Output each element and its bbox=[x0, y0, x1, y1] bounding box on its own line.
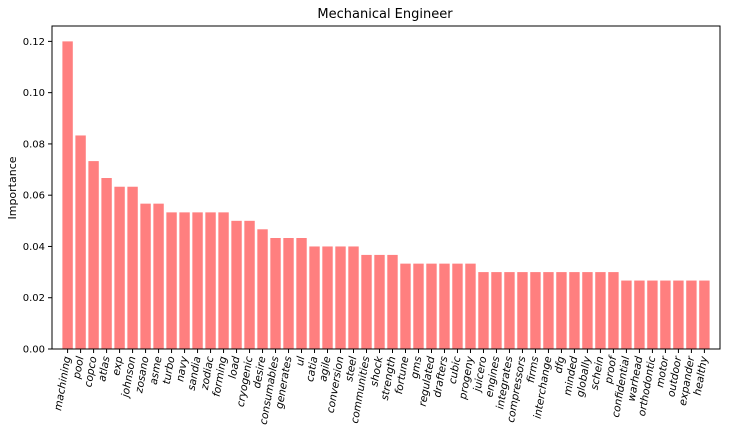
bar-machining bbox=[62, 41, 73, 349]
bar-sandia bbox=[192, 212, 203, 349]
bar-catia bbox=[309, 246, 320, 349]
x-tick-label: turbo bbox=[161, 355, 178, 385]
x-tick-label: catia bbox=[304, 355, 320, 382]
y-tick-label: 0.00 bbox=[23, 345, 45, 356]
bar-conversion bbox=[335, 246, 346, 349]
bar-progeny bbox=[465, 263, 476, 349]
bar-firms bbox=[530, 272, 541, 349]
y-tick-label: 0.08 bbox=[23, 139, 45, 150]
bar-orthodontic bbox=[647, 280, 658, 349]
x-tick-label: copco bbox=[82, 355, 99, 388]
bar-healthy bbox=[699, 280, 710, 349]
x-tick-label: navy bbox=[174, 355, 190, 383]
bar-zosano bbox=[140, 203, 151, 349]
bar-cryogenic bbox=[244, 220, 255, 349]
bar-navy bbox=[179, 212, 190, 349]
bar-communities bbox=[361, 254, 372, 349]
bar-outdoor bbox=[673, 280, 684, 349]
bar-gms bbox=[413, 263, 424, 349]
bar-drafters bbox=[439, 263, 450, 349]
bar-engines bbox=[491, 272, 502, 349]
bar-interchange bbox=[543, 272, 554, 349]
bar-atlas bbox=[101, 178, 112, 349]
y-axis-label: Importance bbox=[6, 156, 19, 219]
x-tick-label: proof bbox=[603, 353, 620, 385]
bar-fortune bbox=[400, 263, 411, 349]
x-tick-label: sandia bbox=[186, 355, 204, 391]
x-tick-label: steel bbox=[343, 355, 359, 382]
x-tick-label: pool bbox=[71, 355, 87, 380]
bar-steel bbox=[348, 246, 359, 349]
bar-desire bbox=[257, 229, 268, 349]
y-tick-label: 0.06 bbox=[23, 191, 45, 202]
bar-warhead bbox=[634, 280, 645, 349]
bar-ul bbox=[296, 238, 307, 349]
x-tick-label: ul bbox=[294, 355, 307, 367]
bar-schein bbox=[595, 272, 606, 349]
y-tick-label: 0.10 bbox=[23, 88, 45, 99]
chart-title: Mechanical Engineer bbox=[317, 7, 453, 22]
bar-turbo bbox=[166, 212, 177, 349]
bar-load bbox=[231, 220, 242, 349]
bar-exp bbox=[114, 186, 125, 349]
x-tick-label: zodiac bbox=[199, 355, 217, 392]
x-tick-label: cubic bbox=[447, 355, 464, 385]
y-tick-label: 0.04 bbox=[23, 242, 45, 253]
x-tick-label: firms bbox=[525, 355, 542, 384]
x-tick-label: schein bbox=[589, 355, 607, 391]
y-tick-label: 0.02 bbox=[23, 293, 45, 304]
bar-motor bbox=[660, 280, 671, 349]
bar-forming bbox=[218, 212, 229, 349]
x-tick-label: exp bbox=[110, 355, 125, 376]
x-tick-label: desire bbox=[251, 355, 268, 389]
bar-shock bbox=[374, 254, 385, 349]
bar-agile bbox=[322, 246, 333, 349]
x-tick-label: machining bbox=[52, 355, 73, 411]
bar-cubic bbox=[452, 263, 463, 349]
bar-proof bbox=[608, 272, 619, 349]
x-tick-label: agile bbox=[317, 355, 333, 382]
bar-expander bbox=[686, 280, 697, 349]
bar-consumables bbox=[270, 238, 281, 349]
bar-asme bbox=[153, 203, 164, 349]
bar-globally bbox=[582, 272, 593, 349]
bar-johnson bbox=[127, 186, 138, 349]
x-axis: machiningpoolcopcoatlasexpjohnsonzosanoa… bbox=[52, 349, 710, 426]
bar-compressors bbox=[517, 272, 528, 349]
x-tick-label: dfg bbox=[553, 355, 568, 374]
x-tick-label: shock bbox=[368, 355, 385, 388]
x-tick-label: asme bbox=[148, 355, 165, 385]
x-tick-label: motor bbox=[654, 355, 671, 389]
bar-regulated bbox=[426, 263, 437, 349]
x-tick-label: gms bbox=[409, 355, 425, 380]
bar-copco bbox=[88, 161, 99, 349]
bar-integrates bbox=[504, 272, 515, 349]
y-axis: 0.00 0.02 0.04 0.06 0.08 0.10 0.12 bbox=[23, 37, 52, 356]
bar-strength bbox=[387, 254, 398, 349]
bar-pool bbox=[75, 135, 86, 349]
bar-zodiac bbox=[205, 212, 216, 349]
bar-generates bbox=[283, 238, 294, 349]
y-tick-label: 0.12 bbox=[23, 37, 45, 48]
bar-juicero bbox=[478, 272, 489, 349]
bars-group bbox=[62, 41, 710, 349]
x-tick-label: load bbox=[227, 355, 243, 380]
bar-minded bbox=[569, 272, 580, 349]
bar-dfg bbox=[556, 272, 567, 349]
plot-frame bbox=[51, 25, 721, 350]
bar-confidential bbox=[621, 280, 632, 349]
x-tick-label: atlas bbox=[96, 355, 112, 383]
